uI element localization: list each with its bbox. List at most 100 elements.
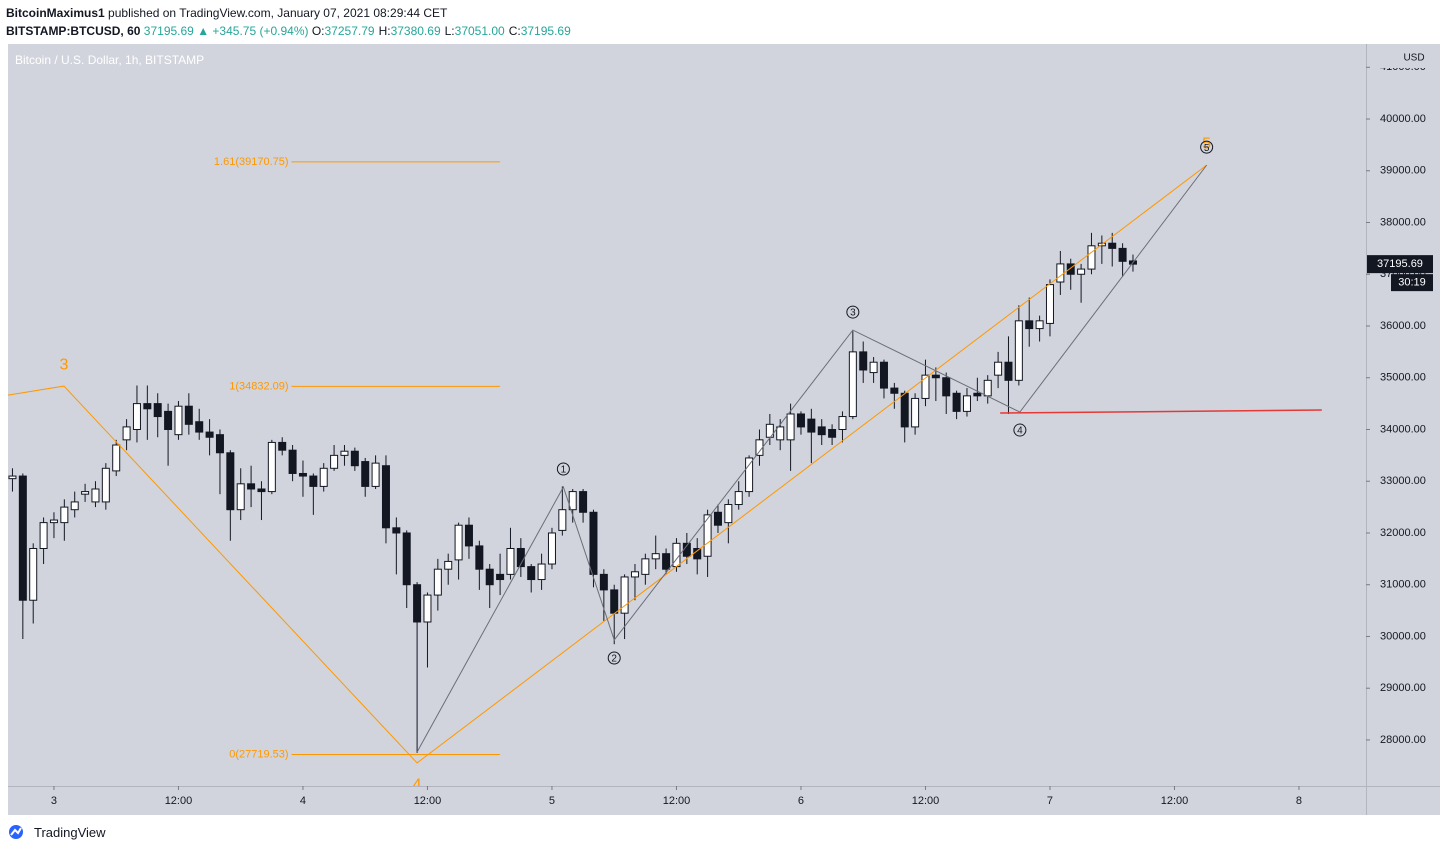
wave-line: [416, 164, 1208, 753]
candle-body: [506, 547, 515, 575]
header: BitcoinMaximus1 published on TradingView…: [6, 4, 575, 40]
candle-body: [879, 361, 888, 389]
candle-body: [1087, 245, 1096, 270]
x-tick-label: 12:00: [1161, 795, 1189, 807]
candle-body: [796, 413, 805, 428]
wave-label-circle: [846, 305, 860, 319]
candle-body: [164, 410, 173, 430]
footer: TradingView: [8, 824, 106, 840]
x-tick-label: 12:00: [912, 795, 940, 807]
price-unit: USD: [1403, 53, 1424, 64]
candle-body: [911, 397, 920, 428]
header-line: BitcoinMaximus1 published on TradingView…: [6, 4, 575, 22]
candle-body: [91, 488, 100, 503]
candle-body: [724, 504, 733, 524]
y-tick-label: 31000.00: [1380, 579, 1426, 591]
y-tick-label: 28000.00: [1380, 734, 1426, 746]
published: published on TradingView.com, January 07…: [108, 6, 448, 20]
candle-body: [444, 560, 453, 570]
candle-body: [1077, 268, 1086, 275]
price-tags: 37195.69 30:19: [1367, 255, 1433, 292]
quote-line: BITSTAMP:BTCUSD, 60 37195.69 ▲ +345.75 (…: [6, 22, 575, 40]
candle-body: [579, 491, 588, 513]
candle-body: [713, 511, 722, 526]
x-tick-label: 12:00: [165, 795, 193, 807]
candle-body: [973, 392, 982, 397]
candle-body: [174, 405, 183, 436]
fib-label: 1(34832.09): [229, 380, 288, 392]
candle-body: [817, 426, 826, 436]
x-tick-label: 5: [549, 795, 555, 807]
candle-body: [433, 568, 442, 596]
candle-body: [464, 524, 473, 547]
unit-background: [1370, 48, 1436, 68]
x-tick-label: 6: [798, 795, 804, 807]
candle-body: [298, 472, 307, 477]
wave-label: 4: [413, 777, 422, 794]
candle-body: [848, 351, 857, 418]
candle-body: [70, 501, 79, 511]
candle-body: [527, 566, 536, 581]
candle-body: [381, 465, 390, 529]
ohlc-value: 37195.69: [520, 24, 571, 38]
x-tick-label: 7: [1047, 795, 1053, 807]
y-tick-label: 39000.00: [1380, 165, 1426, 177]
candle-body: [236, 483, 245, 511]
candle-body: [610, 589, 619, 614]
candle-body: [599, 573, 608, 591]
candle-body: [101, 467, 110, 503]
y-tick-label: 29000.00: [1380, 682, 1426, 694]
y-tick-label: 38000.00: [1380, 216, 1426, 228]
price-tag-label: 37195.69: [1377, 258, 1423, 270]
last-price: 37195.69: [143, 24, 194, 38]
candle-body: [371, 462, 380, 487]
candle-body: [745, 457, 754, 493]
candle-body: [869, 361, 878, 374]
candle-body: [859, 351, 868, 371]
candle-body: [900, 392, 909, 428]
wave-label-circle: [607, 651, 621, 665]
candle-body: [1056, 263, 1065, 283]
candle-body: [838, 416, 847, 430]
y-tick-label: 33000.00: [1380, 475, 1426, 487]
candle-body: [143, 403, 152, 410]
candle-body: [413, 584, 422, 623]
x-tick-label: 12:00: [663, 795, 691, 807]
candle-body: [205, 431, 214, 438]
candle-body: [18, 475, 27, 601]
ohlc-key: H:: [378, 24, 391, 38]
candle-body: [994, 361, 1003, 376]
candle-body: [247, 483, 256, 490]
candle-body: [983, 379, 992, 397]
countdown-box: [1391, 274, 1433, 292]
candle-body: [361, 461, 370, 487]
y-tick-label: 34000.00: [1380, 423, 1426, 435]
candle-body: [475, 545, 484, 570]
candle-body: [257, 488, 266, 493]
candle-body: [195, 421, 204, 433]
candle-body: [776, 426, 785, 441]
candle-body: [1108, 242, 1117, 249]
candle-body: [153, 403, 162, 418]
candle-body: [267, 441, 276, 493]
candle-body: [454, 524, 463, 561]
candle-body: [340, 450, 349, 456]
candle-body: [589, 511, 598, 575]
change: ▲ +345.75 (+0.94%): [197, 24, 309, 38]
candle-body: [496, 573, 505, 581]
fib-label: 0(27719.53): [229, 748, 288, 760]
candle-body: [1066, 263, 1075, 275]
y-tick-label: 32000.00: [1380, 527, 1426, 539]
wave-label: 3: [850, 308, 856, 319]
candle-body: [942, 377, 951, 397]
x-tick-label: 8: [1296, 795, 1302, 807]
wave-label: 2: [611, 654, 617, 665]
author: BitcoinMaximus1: [6, 6, 105, 20]
plot-area: 1.61(39170.75) 1(34832.09) 0(27719.53) 3 4 5 1…: [8, 136, 1322, 794]
candle-body: [828, 428, 837, 438]
y-tick-label: 36000.00: [1380, 320, 1426, 332]
brand-logo: [9, 825, 23, 839]
candle-body: [1004, 361, 1013, 381]
